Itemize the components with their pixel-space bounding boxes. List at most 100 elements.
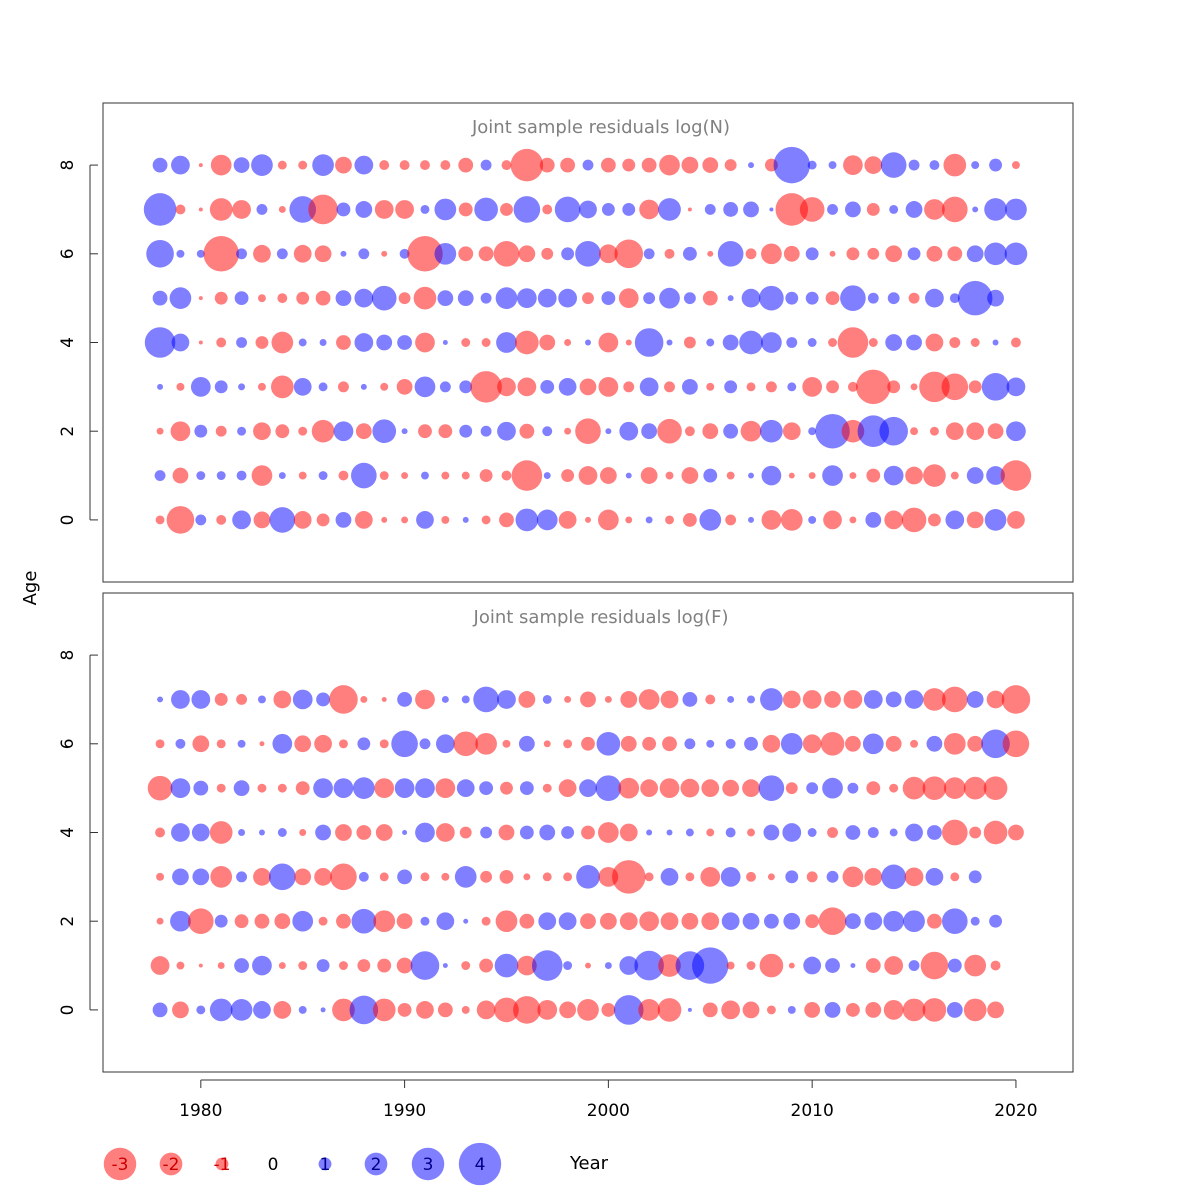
residual-bubble	[513, 196, 541, 223]
residual-bubble	[638, 999, 660, 1021]
residual-bubble	[845, 735, 861, 752]
residual-bubble	[864, 912, 883, 931]
residual-bubble	[157, 696, 164, 703]
residual-bubble	[442, 340, 448, 345]
residual-bubble	[457, 290, 474, 307]
y-tick-label: 4	[58, 827, 78, 838]
residual-bubble	[639, 199, 659, 220]
residual-bubble	[924, 199, 945, 220]
residual-bubble	[822, 465, 843, 486]
residual-bubble	[968, 380, 982, 394]
residual-bubble	[318, 916, 328, 926]
residual-bubble	[785, 870, 799, 884]
residual-bubble	[804, 1002, 821, 1018]
residual-bubble	[480, 870, 493, 883]
residual-bubble	[706, 828, 715, 837]
residual-bubble	[278, 472, 286, 480]
residual-bubble	[293, 377, 312, 396]
y-tick-label: 6	[58, 248, 78, 259]
residual-bubble	[495, 910, 518, 933]
residual-bubble	[156, 427, 164, 435]
residual-bubble	[501, 470, 512, 481]
residual-bubble	[884, 510, 904, 530]
y-tick-label: 2	[58, 426, 78, 437]
residual-bubble	[515, 330, 539, 355]
residual-bubble	[585, 339, 591, 346]
residual-bubble	[379, 739, 389, 749]
y-axis: 0 2 4 6 8	[58, 650, 98, 1015]
residual-bubble	[332, 998, 355, 1022]
residual-bubble	[684, 426, 695, 437]
residual-bubble	[215, 425, 227, 437]
residual-bubble	[601, 291, 616, 306]
residual-bubble	[847, 782, 859, 794]
residual-bubble	[371, 285, 397, 311]
residual-bubble	[681, 378, 698, 395]
residual-bubble	[585, 516, 591, 523]
residual-bubble	[277, 293, 288, 304]
residual-bubble	[357, 959, 371, 972]
residual-bubble	[479, 958, 494, 973]
residual-bubble	[599, 244, 618, 264]
residual-bubble	[474, 197, 498, 222]
residual-bubble	[459, 826, 472, 839]
residual-bubble	[1006, 377, 1026, 397]
residual-bubble	[837, 327, 869, 358]
residual-bubble	[481, 515, 491, 525]
residual-bubble	[416, 1001, 434, 1019]
residual-bubble	[257, 695, 266, 704]
residual-bubble	[170, 421, 191, 442]
residual-bubble	[808, 515, 817, 524]
residual-bubble	[518, 245, 536, 263]
residual-bubble	[155, 739, 165, 749]
residual-bubble	[407, 236, 443, 272]
residual-bubble	[536, 509, 558, 531]
residual-bubble	[643, 292, 656, 305]
residual-bubble	[470, 371, 502, 403]
residual-bubble	[415, 332, 435, 353]
residual-bubble	[253, 511, 271, 529]
residual-bubble	[397, 869, 413, 885]
legend-bubble	[159, 1152, 183, 1176]
residual-bubble	[889, 783, 899, 793]
residual-bubble	[298, 160, 308, 170]
residual-bubble	[396, 378, 413, 395]
residual-bubble	[236, 337, 248, 348]
residual-bubble	[156, 917, 164, 925]
residual-bubble	[336, 202, 351, 217]
residual-bubble	[518, 691, 536, 708]
residual-bubble	[381, 250, 388, 257]
residual-bubble	[685, 872, 695, 882]
residual-bubble	[175, 738, 186, 749]
residual-bubble	[542, 694, 552, 704]
residual-bubble	[541, 247, 554, 260]
residual-bubble	[270, 375, 294, 399]
residual-bubble	[782, 823, 802, 842]
legend-label: 4	[475, 1155, 486, 1175]
residual-bubble	[634, 950, 664, 981]
residual-bubble	[765, 381, 777, 393]
residual-bubble	[292, 689, 313, 710]
residual-bubble	[196, 471, 206, 481]
residual-bubble	[966, 245, 984, 263]
residual-bubble	[687, 207, 692, 212]
residual-bubble	[620, 735, 637, 752]
residual-bubble	[902, 776, 926, 800]
residual-bubble	[600, 157, 616, 173]
residual-bubble	[943, 732, 966, 755]
residual-bubble	[461, 961, 471, 971]
residual-bubble	[480, 826, 493, 839]
residual-bubble	[238, 829, 246, 836]
residual-bubble	[725, 738, 736, 749]
residual-bubble	[761, 465, 782, 486]
residual-bubble	[462, 516, 469, 523]
residual-bubble	[401, 428, 408, 435]
residual-bubble	[298, 471, 307, 480]
residual-bubble	[806, 782, 819, 795]
residual-bubble	[517, 288, 537, 309]
residual-bubble	[150, 956, 170, 975]
residual-bubble	[295, 781, 310, 796]
y-tick-label: 4	[58, 337, 78, 348]
y-tick-label: 8	[58, 650, 78, 661]
residual-bubble	[623, 381, 635, 393]
